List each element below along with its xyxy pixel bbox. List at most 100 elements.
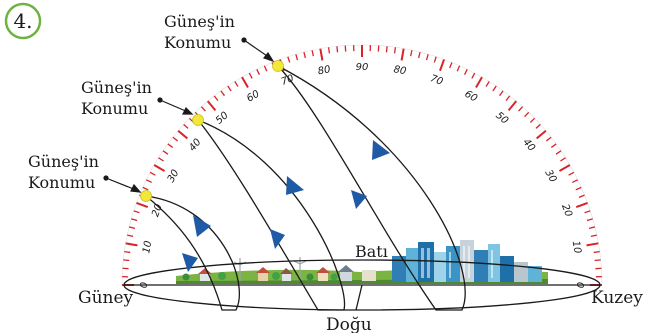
- scale-major-tick: [206, 100, 217, 111]
- scale-label: 10: [141, 240, 154, 254]
- scale-minor-tick: [133, 210, 140, 214]
- scale-major-tick: [586, 242, 599, 247]
- scale-label: 60: [245, 89, 262, 105]
- sun-label-low-line1: Güneş'in: [28, 152, 99, 171]
- arrow-low-top: [193, 215, 211, 237]
- scale-minor-tick: [535, 123, 541, 129]
- scale-label: 10: [570, 240, 583, 254]
- scale-minor-tick: [256, 69, 261, 75]
- scale-major-tick: [400, 48, 405, 61]
- scale-minor-tick: [518, 106, 524, 112]
- horizon-plane: [123, 259, 601, 311]
- arrow-mid-top: [286, 176, 304, 195]
- scale-minor-tick: [590, 234, 597, 237]
- question-badge: 4.: [4, 2, 42, 40]
- sun-label-mid: Güneş'in Konumu: [81, 78, 152, 118]
- scale-minor-tick: [499, 90, 504, 97]
- scale-minor-tick: [575, 186, 582, 191]
- scale-minor-tick: [220, 90, 225, 97]
- scale-minor-tick: [263, 65, 268, 72]
- scale-major-tick: [536, 129, 547, 140]
- east-axis: [355, 284, 363, 311]
- scale-major-tick: [136, 201, 149, 208]
- sun-label-mid-line1: Güneş'in: [81, 78, 152, 97]
- sun-label-high-line2: Konumu: [164, 33, 231, 52]
- scale-minor-tick: [545, 136, 552, 142]
- scale-minor-tick: [471, 72, 476, 79]
- scale-minor-tick: [588, 226, 596, 230]
- scale-minor-tick: [303, 51, 307, 59]
- scale-label: 20: [150, 203, 165, 219]
- scale-minor-tick: [593, 250, 600, 254]
- scale-major-tick: [475, 76, 483, 89]
- scale-label: 30: [542, 168, 558, 185]
- scale-minor-tick: [568, 171, 575, 176]
- scale-label: 50: [214, 110, 231, 127]
- question-number: 4.: [13, 9, 32, 33]
- scale-major-tick: [153, 164, 166, 172]
- direction-east: Doğu: [326, 315, 372, 333]
- city-skyline-illustration: [176, 240, 548, 284]
- scale-minor-tick: [572, 179, 578, 184]
- scale-minor-tick: [492, 85, 497, 92]
- sun-label-low-line2: Konumu: [28, 173, 95, 192]
- scale-label: 40: [187, 137, 204, 154]
- scale-minor-tick: [425, 54, 429, 61]
- scale-minor-tick: [529, 117, 536, 123]
- scale-label: 20: [559, 203, 574, 219]
- scale-major-tick: [241, 76, 249, 89]
- scale-minor-tick: [586, 218, 593, 222]
- scale-minor-tick: [393, 47, 397, 54]
- scale-minor-tick: [158, 157, 164, 162]
- sun-label-high: Güneş'in Konumu: [164, 12, 235, 52]
- small-houses: [182, 265, 376, 281]
- scale-minor-tick: [550, 143, 557, 148]
- scale-major-tick: [558, 164, 571, 172]
- scale-major-tick: [319, 48, 324, 61]
- scale-minor-tick: [417, 51, 421, 59]
- scale-minor-tick: [234, 81, 239, 87]
- scale-minor-tick: [183, 123, 189, 129]
- sun-marker-low: [140, 190, 152, 202]
- scale-label: 60: [462, 89, 479, 105]
- scale-minor-tick: [433, 56, 437, 63]
- scale-minor-tick: [128, 226, 136, 230]
- scale-major-tick: [125, 242, 138, 247]
- scale-minor-tick: [167, 143, 174, 148]
- scale-minor-tick: [449, 62, 453, 69]
- scale-minor-tick: [123, 259, 130, 262]
- scale-minor-tick: [327, 47, 331, 54]
- scale-minor-tick: [555, 150, 562, 155]
- path-arrows: [182, 140, 390, 272]
- label-pointers: [103, 37, 275, 193]
- scale-minor-tick: [584, 210, 591, 214]
- scale-label: 70: [280, 73, 296, 88]
- scale-minor-tick: [295, 54, 299, 61]
- sun-marker-high: [272, 60, 284, 72]
- scale-label: 40: [520, 137, 537, 154]
- scale-minor-tick: [162, 150, 169, 155]
- scale-label: 80: [393, 64, 407, 77]
- sun-label-low: Güneş'in Konumu: [28, 152, 99, 192]
- scale-minor-tick: [127, 234, 134, 237]
- sun-label-high-line1: Güneş'in: [164, 12, 235, 31]
- scale-minor-tick: [485, 81, 490, 87]
- scale-minor-tick: [287, 56, 291, 63]
- direction-west: Batı: [355, 242, 388, 261]
- scale-minor-tick: [594, 259, 601, 262]
- scale-minor-tick: [131, 218, 138, 222]
- direction-south: Güney: [78, 288, 134, 308]
- scale-minor-tick: [248, 72, 253, 79]
- scale-label: 70: [429, 73, 445, 88]
- arrow-mid-bottom: [270, 229, 285, 249]
- scale-label: 50: [493, 110, 510, 127]
- scale-minor-tick: [463, 69, 468, 75]
- scale-minor-tick: [336, 46, 339, 53]
- scale-label: 30: [166, 168, 182, 185]
- scale-minor-tick: [560, 157, 566, 162]
- scale-major-tick: [439, 59, 446, 72]
- scale-minor-tick: [311, 50, 314, 57]
- scale-major-tick: [507, 100, 518, 111]
- question-badge-circle: [4, 2, 42, 40]
